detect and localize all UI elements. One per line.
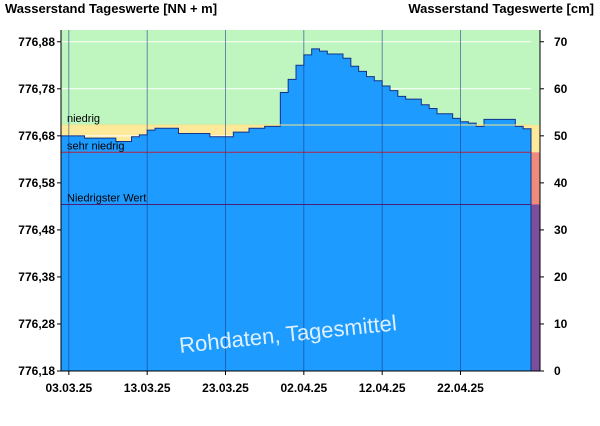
band-niedrigster-wert [531,204,540,371]
y-right-tick-label: 20 [554,270,568,284]
x-tick-label: 23.03.25 [202,381,249,395]
y-right-tick-label: 60 [554,82,568,96]
x-tick-label: 12.04.25 [359,381,406,395]
chart-title-left: Wasserstand Tageswerte [NN + m] [5,1,218,16]
y-right-tick-label: 40 [554,176,568,190]
y-left-tick-label: 776,38 [18,270,55,284]
y-left-tick-label: 776,58 [18,176,55,190]
y-left-tick-label: 776,78 [18,82,55,96]
level-label-niedrigster-wert: Niedrigster Wert [67,192,146,204]
y-right-tick-label: 0 [554,364,561,378]
y-left-tick-label: 776,28 [18,317,55,331]
x-tick-label: 02.04.25 [280,381,327,395]
x-tick-label: 22.04.25 [437,381,484,395]
x-tick-label: 13.03.25 [124,381,171,395]
y-right-tick-label: 10 [554,317,568,331]
y-left-tick-label: 776,18 [18,364,55,378]
y-right-tick-label: 50 [554,129,568,143]
y-right-tick-label: 30 [554,223,568,237]
y-right-tick-label: 70 [554,35,568,49]
level-label-niedrig: niedrig [67,113,100,125]
y-left-tick-label: 776,68 [18,129,55,143]
level-label-sehr-niedrig: sehr niedrig [67,140,124,152]
x-tick-label: 03.03.25 [45,381,92,395]
y-left-tick-label: 776,48 [18,223,55,237]
chart-title-right: Wasserstand Tageswerte [cm] [408,1,594,16]
y-left-tick-label: 776,88 [18,35,55,49]
